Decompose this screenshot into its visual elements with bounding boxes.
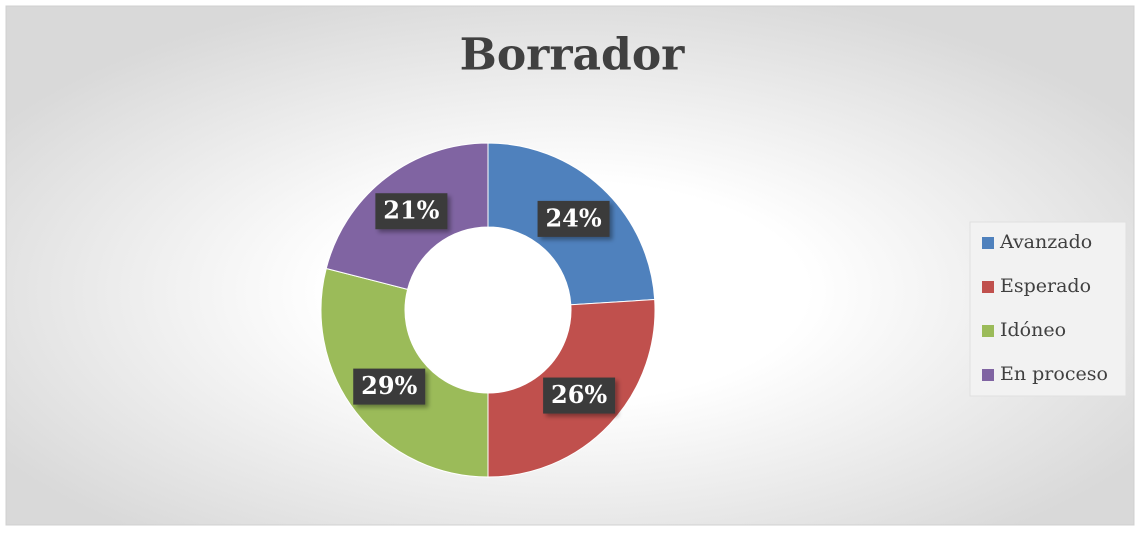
legend-swatch [982,281,994,293]
legend-swatch [982,325,994,337]
legend-swatch [982,237,994,249]
legend-box [969,221,1127,397]
data-label: 24% [545,203,601,232]
legend-label: Idóneo [1000,319,1066,341]
data-label-box [543,377,616,414]
chart-title: Borrador [460,30,686,81]
data-label-box [375,193,448,230]
legend-label: En proceso [1000,363,1108,385]
legend-label: Esperado [1000,275,1091,297]
data-label-box [353,368,426,405]
data-label: 29% [361,371,417,400]
data-label-box [537,200,610,237]
legend-label: Avanzado [999,231,1092,253]
legend-swatch [982,369,994,381]
data-label: 21% [383,196,439,225]
data-label: 26% [551,380,607,409]
